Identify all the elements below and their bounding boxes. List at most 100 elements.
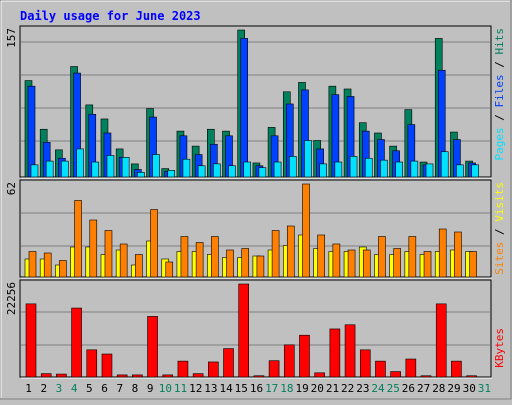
x-tick-label: 22 [341,382,354,395]
x-tick-label: 11 [174,382,187,395]
bar-sites [469,251,477,278]
x-tick-label: 28 [432,382,445,395]
series-name: KBytes [493,328,506,368]
bar-kbytes [344,324,356,378]
chart-title: Daily usage for June 2023 [20,9,201,23]
x-tick-label: 14 [219,382,233,395]
bar-kbytes [116,374,128,378]
x-tick-label: 10 [159,382,172,395]
x-tick-label: 30 [463,382,476,395]
right-series-label: Pages / Files / Hits [493,28,506,161]
bar-pages [76,148,84,178]
bar-sites [438,228,447,278]
bar-sites [347,249,356,278]
x-tick-label: 15 [235,382,248,395]
bar-sites [135,254,143,278]
bar-pages [258,167,267,178]
bar-sites [89,219,98,278]
bar-pages [364,157,373,178]
x-tick-label: 26 [402,382,415,395]
bar-sites [74,200,82,278]
bar-kbytes [314,372,325,378]
x-tick-label: 9 [147,382,154,395]
y-max-label: 22256 [5,282,18,315]
bar-sites [150,209,158,278]
series-name: / [493,55,506,75]
bar-pages [213,163,221,178]
bar-kbytes [71,307,82,378]
bar-kbytes [405,358,417,378]
bar-pages [91,161,100,178]
series-name: Sites [493,242,506,275]
x-tick-label: 17 [265,382,278,395]
bar-kbytes [420,375,432,378]
bar-pages [228,165,236,178]
bar-files [27,85,36,178]
series-name: Pages [493,127,506,160]
bar-pages [334,161,343,178]
x-tick-label: 18 [280,382,293,395]
bar-sites [104,230,113,278]
x-tick-label: 19 [295,382,308,395]
x-tick-label: 25 [387,382,400,395]
panels [19,25,492,379]
series-name: / [493,108,506,128]
x-tick-label: 13 [204,382,217,395]
x-tick-label: 5 [86,382,93,395]
series-name: / [493,222,506,242]
bar-kbytes [192,373,204,378]
series-name: Hits [493,28,506,55]
bar-kbytes [268,360,280,378]
bar-kbytes [177,360,189,378]
bar-sites [59,260,67,278]
bar-kbytes [435,303,447,378]
bar-pages [152,154,160,178]
bar-kbytes [223,348,234,378]
bar-sites [28,251,37,278]
bar-pages [45,160,54,178]
bar-pages [440,151,449,178]
x-tick-label: 16 [250,382,263,395]
x-tick-label: 23 [356,382,369,395]
bar-kbytes [238,283,250,378]
bar-pages [197,165,206,178]
bar-pages [471,164,479,178]
bar-pages [395,161,403,178]
x-tick-label: 6 [101,382,108,395]
x-tick-label: 4 [71,382,78,395]
bar-kbytes [86,349,98,378]
bar-pages [121,157,130,178]
bar-sites [241,248,250,278]
bar-sites [317,234,325,278]
series-name: Visits [493,182,506,222]
bar-sites [119,243,128,278]
bar-pages [349,156,358,178]
bar-kbytes [390,371,401,378]
bar-kbytes [283,344,295,378]
bar-sites [226,249,234,278]
bar-pages [456,164,464,178]
y-axis-max-labels: 157 62 22256 [5,28,18,315]
x-tick-label: 12 [189,382,202,395]
bar-sites [256,255,265,278]
bar-kbytes [25,303,37,378]
x-tick-label: 2 [40,382,47,395]
right-series-labels: Pages / Files / Hits Sites / Visits KBytes [493,28,506,368]
x-tick-label: 21 [326,382,339,395]
bar-files [240,38,249,178]
x-axis-labels: 1 2 3 4 5 6 7 8 9 10 11 12 13 14 15 16 17 18 19 20 21 22 23 24 2… [25,382,491,395]
series-name: Files [493,74,506,107]
bar-kbytes [132,374,143,378]
bar-kbytes [101,353,113,378]
bar-pages [425,163,434,178]
bar-pages [61,160,69,178]
x-tick-label: 20 [311,382,324,395]
bar-kbytes [359,349,371,378]
bar-pages [288,156,297,178]
y-max-label: 157 [5,28,18,48]
bar-sites [378,236,386,278]
y-max-label: 62 [5,182,18,195]
x-tick-label: 29 [447,382,460,395]
x-tick-label: 27 [417,382,430,395]
